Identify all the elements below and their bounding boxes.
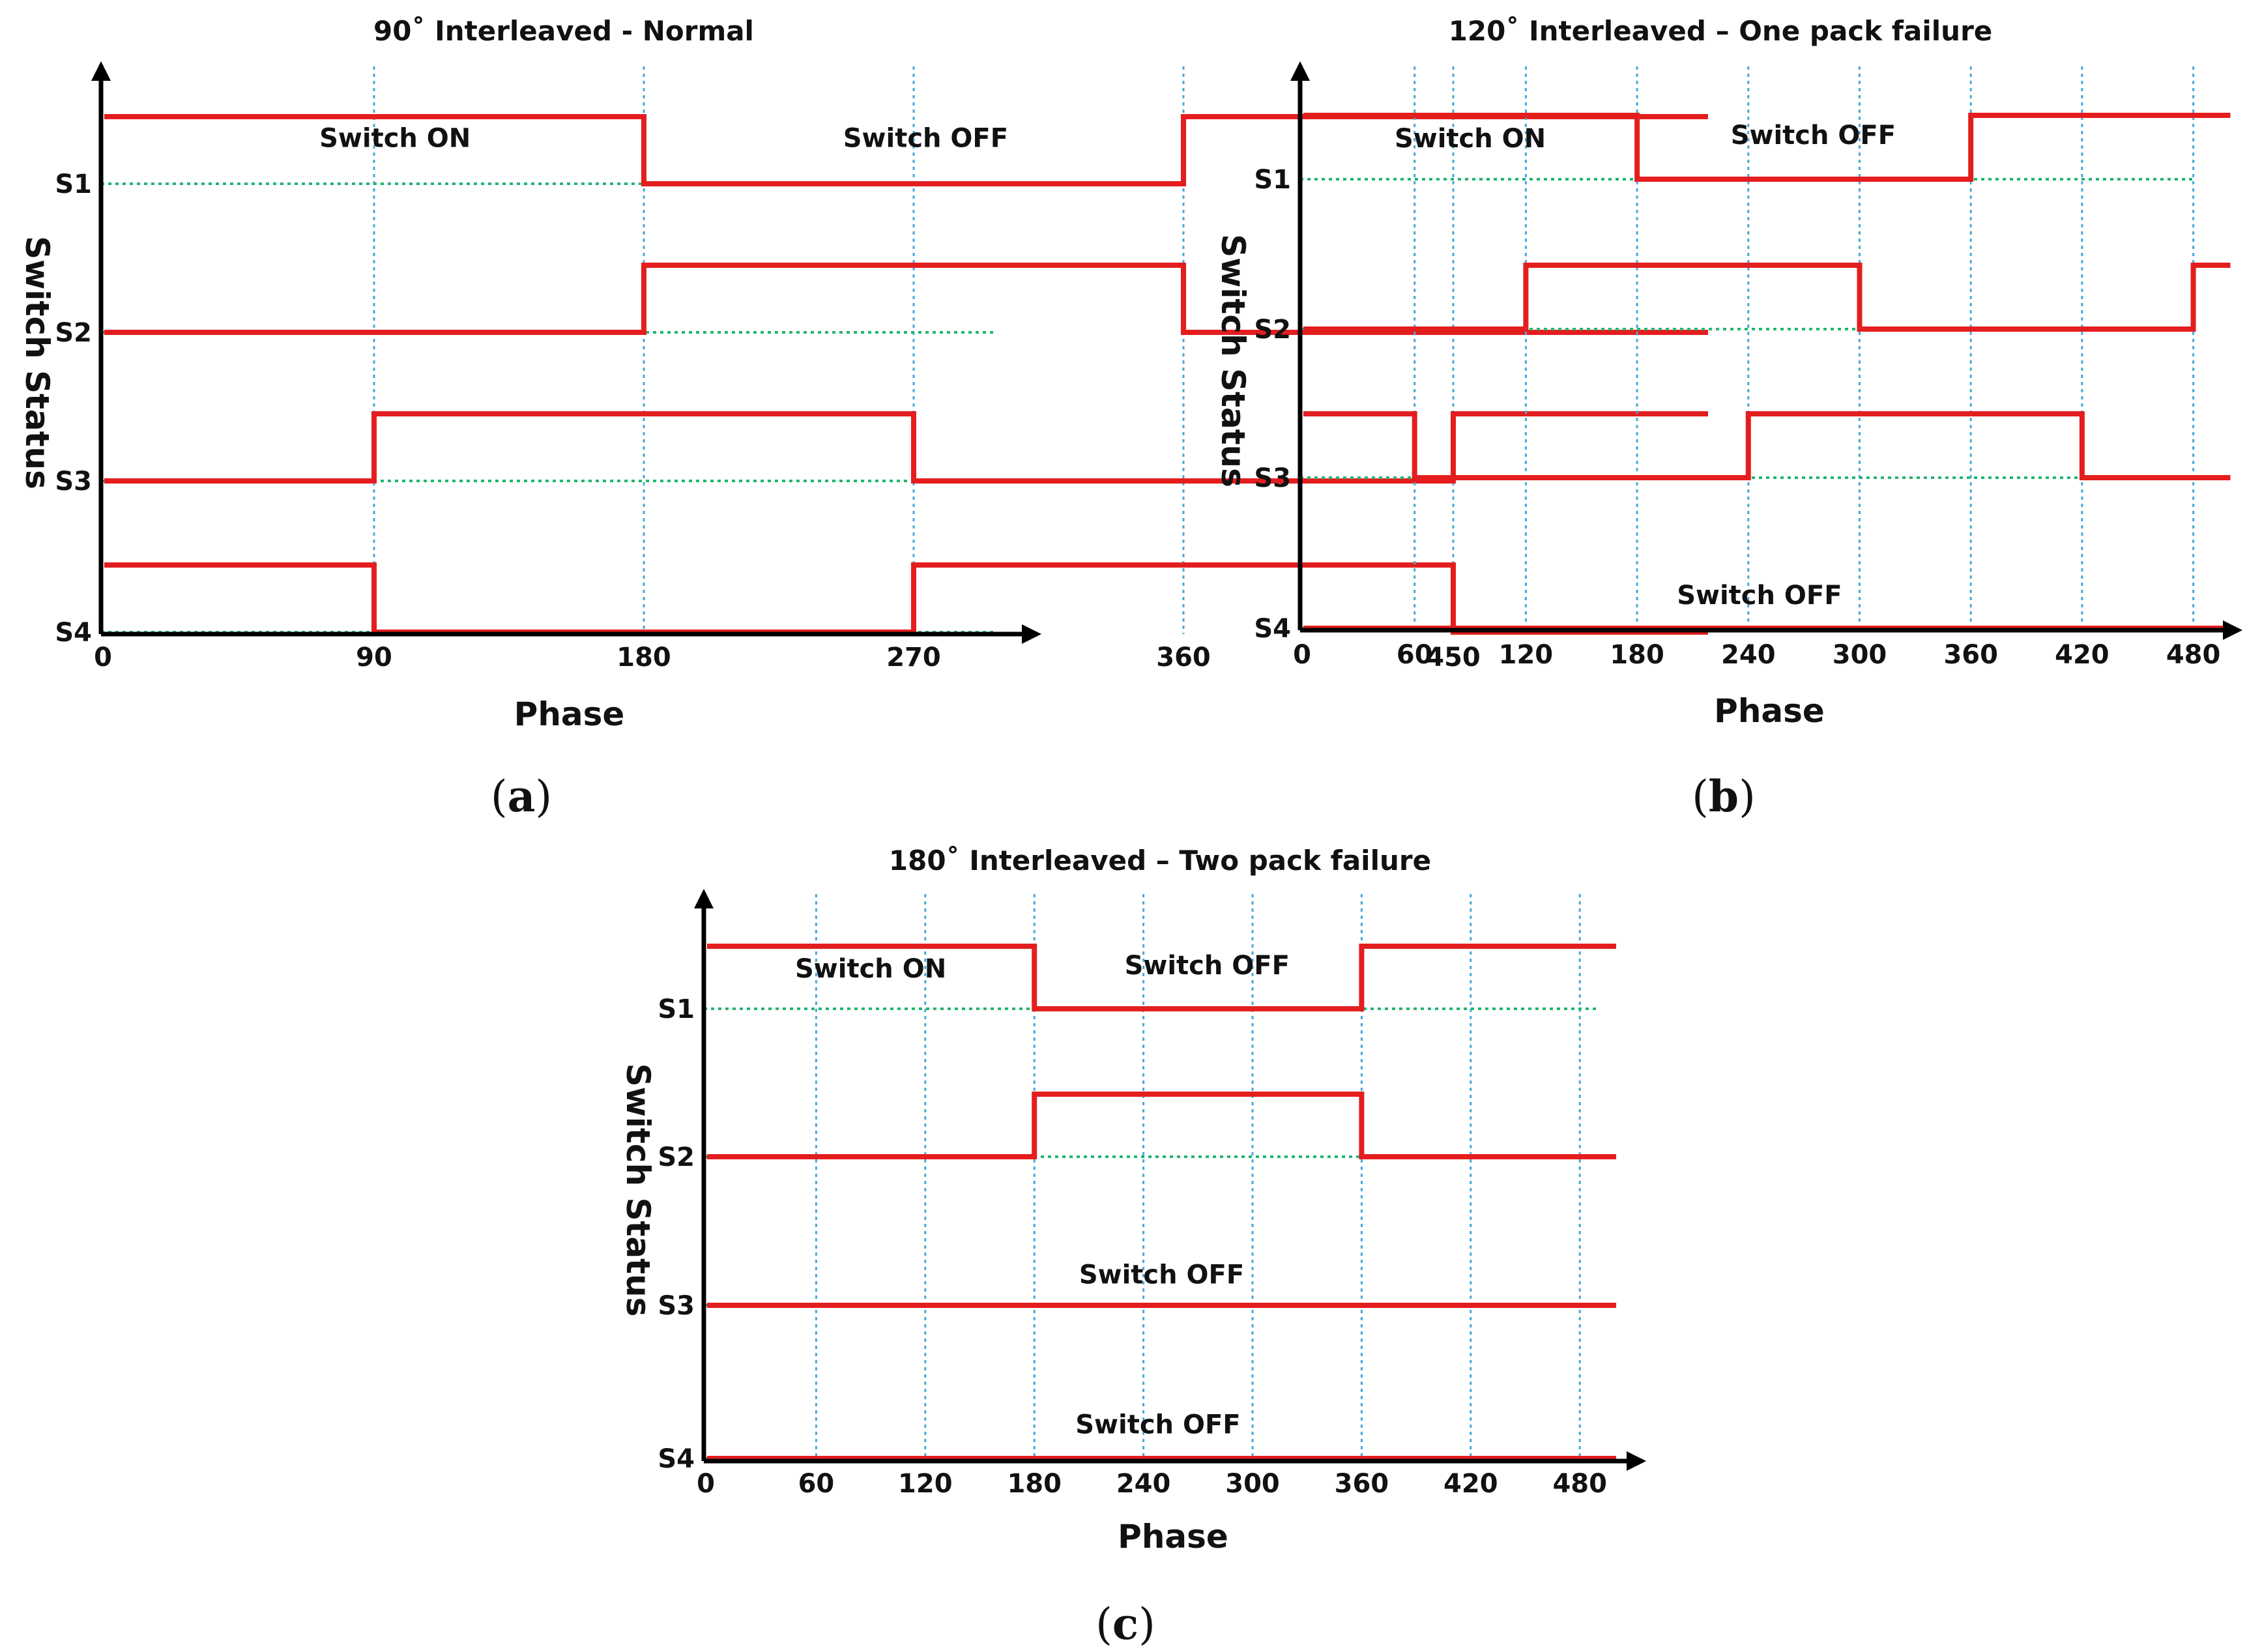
annotation: Switch OFF	[1677, 581, 1842, 611]
x-tick-label: 240	[1721, 640, 1776, 670]
x-axis-title: Phase	[1118, 1518, 1228, 1556]
x-tick-label: 300	[1833, 640, 1887, 670]
signal-label-s4: S4	[1254, 614, 1291, 644]
annotation: Switch OFF	[843, 123, 1008, 153]
chart-title: 90˚ Interleaved - Normal	[373, 15, 754, 47]
signal-label-s3: S3	[658, 1291, 695, 1321]
x-tick-label: 180	[1007, 1469, 1062, 1499]
panel-b: 120˚ Interleaved – One pack failureS1S2S…	[1214, 15, 2242, 822]
waveform-s4	[104, 562, 1708, 635]
signal-label-s2: S2	[1254, 315, 1291, 345]
signal-label-s2: S2	[658, 1142, 695, 1172]
waveform-s2	[104, 263, 1708, 335]
signal-label-s3: S3	[1254, 463, 1291, 493]
x-axis-title: Phase	[1714, 692, 1825, 730]
annotation: Switch ON	[319, 123, 471, 153]
signal-label-s2: S2	[55, 318, 92, 348]
panel-c: 180˚ Interleaved – Two pack failureS1S2S…	[619, 845, 1646, 1649]
x-tick-label: 420	[1443, 1469, 1498, 1499]
x-tick-label: 450	[1426, 643, 1481, 673]
annotation: Switch OFF	[1079, 1260, 1244, 1290]
x-tick-label: 90	[356, 643, 392, 673]
waveform-s1	[104, 114, 1708, 186]
panel-label: (c)	[1095, 1599, 1155, 1649]
x-tick-label: 270	[886, 643, 941, 673]
x-tick-label: 420	[2055, 640, 2109, 670]
x-tick-label: 480	[2166, 640, 2221, 670]
annotation: Switch OFF	[1075, 1410, 1240, 1440]
chart-title: 180˚ Interleaved – Two pack failure	[889, 845, 1431, 877]
signal-label-s4: S4	[658, 1444, 695, 1474]
x-tick-label: 0	[1293, 640, 1311, 670]
x-tick-label: 60	[1397, 640, 1433, 670]
x-tick-label: 180	[1610, 640, 1664, 670]
signal-label-s3: S3	[55, 467, 92, 497]
waveform-s2	[1303, 263, 2231, 332]
x-tick-label: 240	[1116, 1469, 1171, 1499]
annotation: Switch ON	[795, 954, 946, 984]
annotation: Switch OFF	[1731, 121, 1896, 151]
x-tick-label: 360	[1943, 640, 1998, 670]
waveform-s3	[1303, 411, 2231, 480]
waveform-s2	[707, 1092, 1616, 1159]
x-tick-label: 360	[1335, 1469, 1389, 1499]
panel-label: (a)	[491, 771, 552, 822]
waveform-s1	[707, 944, 1616, 1011]
signal-label-s1: S1	[55, 169, 92, 199]
signal-label-s1: S1	[658, 994, 695, 1024]
y-axis-title: Switch Status	[1214, 234, 1252, 487]
panel-letter: b	[1709, 771, 1739, 822]
x-tick-label: 360	[1156, 643, 1211, 673]
waveform-s3	[104, 411, 1708, 484]
annotation: Switch OFF	[1125, 951, 1290, 981]
panel-letter: c	[1112, 1599, 1138, 1649]
y-axis-title: Switch Status	[619, 1064, 657, 1317]
signal-label-s4: S4	[55, 618, 92, 648]
x-tick-label: 60	[798, 1469, 835, 1499]
x-tick-label: 480	[1552, 1469, 1607, 1499]
waveform-s1	[1303, 113, 2231, 182]
panel-letter: a	[508, 771, 536, 822]
y-axis-title: Switch Status	[18, 236, 56, 489]
x-tick-label: 180	[616, 643, 671, 673]
x-axis-title: Phase	[514, 695, 625, 733]
annotation: Switch ON	[1395, 124, 1546, 154]
signal-label-s1: S1	[1254, 165, 1291, 195]
chart-title: 120˚ Interleaved – One pack failure	[1449, 15, 1993, 47]
x-tick-label: 0	[94, 643, 112, 673]
x-tick-label: 120	[898, 1469, 953, 1499]
x-tick-label: 0	[697, 1469, 715, 1499]
x-tick-label: 120	[1499, 640, 1554, 670]
x-tick-label: 300	[1225, 1469, 1280, 1499]
panel-label: (b)	[1692, 771, 1756, 822]
